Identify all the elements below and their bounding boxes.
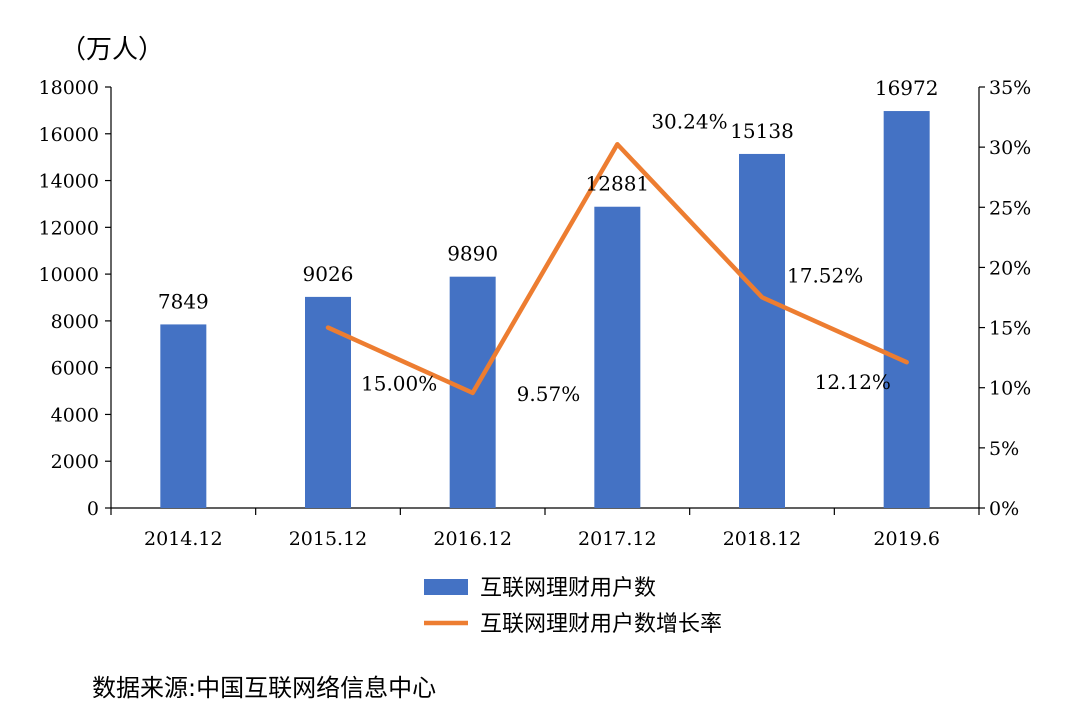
right-tick-label: 35% [989,77,1031,99]
left-tick-label: 14000 [39,171,99,193]
x-tick-label: 2019.6 [873,528,939,550]
bar-value-label: 9890 [447,242,498,266]
growth-value-label: 12.12% [815,370,891,394]
x-tick-label: 2014.12 [144,528,223,550]
growth-line [325,142,909,396]
bar-value-label: 9026 [303,262,354,286]
growth-value-label: 15.00% [361,372,437,396]
growth-series-line [325,142,909,396]
bar-value-label: 12881 [586,172,650,196]
axes: 0 2000 4000 6000 8000 10000 12000 14000 16000 180… [39,35,1032,550]
bar-value-label: 16972 [875,76,939,100]
right-tick-label: 15% [989,318,1031,340]
left-tick-label: 0 [87,498,99,520]
left-tick-label: 6000 [51,358,99,380]
legend-bar-label: 互联网理财用户数 [480,576,656,601]
source-note: 数据来源:中国互联网络信息中心 [92,674,437,702]
right-tick-label: 20% [989,257,1031,279]
right-tick-label: 30% [989,137,1031,159]
bar [739,153,785,508]
right-tick-label: 5% [989,438,1019,460]
bar-value-label: 15138 [730,119,794,143]
growth-value-label: 17.52% [787,263,863,287]
bars [160,111,930,509]
legend-line-label: 互联网理财用户数增长率 [480,612,722,637]
x-tick-label: 2017.12 [578,528,657,550]
left-tick-label: 16000 [39,124,99,146]
data-labels: 7849 9026 9890 12881 15138 16972 15.00% 9.57% 30… [158,76,939,406]
left-tick-label: 12000 [39,217,99,239]
legend-bar-swatch [424,579,468,595]
bar [160,324,207,508]
x-tick-label: 2016.12 [433,528,512,550]
left-tick-label: 18000 [39,77,99,99]
right-tick-label: 25% [989,197,1031,219]
x-tick-label: 2015.12 [289,528,368,550]
right-tick-label: 0% [989,498,1019,520]
growth-value-label: 9.57% [517,382,581,406]
bar [883,111,930,509]
left-tick-label: 4000 [51,404,99,426]
left-axis-unit: （万人） [60,35,164,65]
bar-value-label: 7849 [158,289,209,313]
left-tick-label: 8000 [51,311,99,333]
right-tick-label: 10% [989,378,1031,400]
bar [594,206,641,508]
left-tick-label: 2000 [51,451,99,473]
growth-value-label: 30.24% [651,109,727,133]
x-tick-label: 2018.12 [723,528,802,550]
left-tick-label: 10000 [39,264,99,286]
